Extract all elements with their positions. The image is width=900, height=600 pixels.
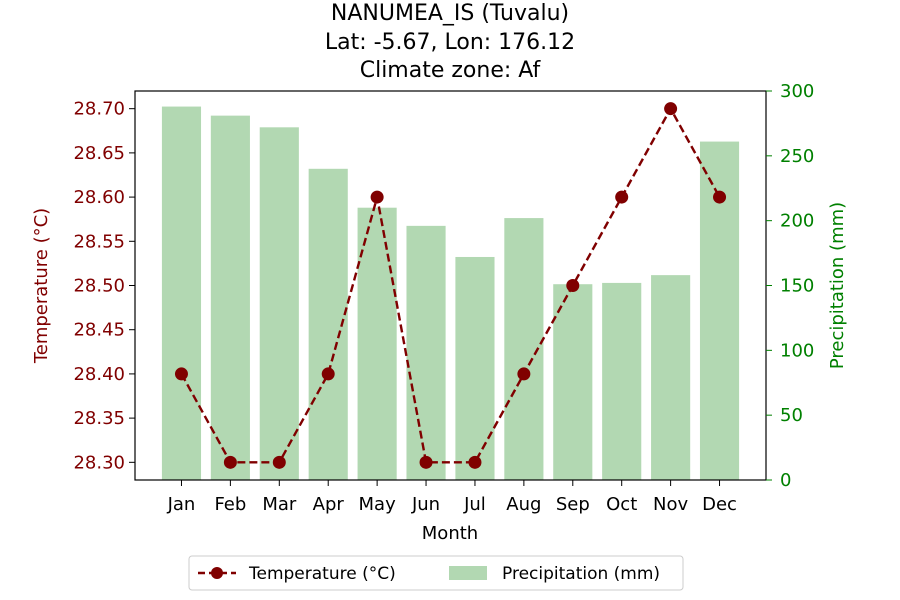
precipitation-bar-feb — [210, 115, 250, 481]
legend-box — [188, 555, 684, 591]
left-tick-label: 28.60 — [73, 187, 125, 208]
right-tick-label: 200 — [780, 211, 814, 232]
x-tick-label: Jan — [167, 494, 196, 515]
left-tick-label: 28.50 — [73, 276, 125, 297]
x-tick-label: Jul — [463, 494, 486, 515]
precipitation-bars — [161, 106, 740, 481]
x-tick-label: Nov — [653, 494, 688, 515]
right-tick-label: 300 — [780, 81, 814, 102]
temperature-line — [174, 102, 727, 469]
precipitation-bar-oct — [602, 282, 642, 480]
precipitation-bar-jan — [161, 106, 202, 480]
legend-entry-temperature: Temperature (°C) — [198, 564, 396, 584]
precipitation-bar-may — [357, 207, 397, 480]
left-y-axis: 28.30 28.35 28.40 28.45 28.50 28.55 28.60 28.65… — [73, 99, 135, 473]
right-y-axis-label: Precipitation (mm) — [827, 202, 848, 369]
left-tick-label: 28.70 — [73, 99, 125, 120]
legend-label-temperature: Temperature (°C) — [248, 564, 396, 584]
x-tick-label: Aug — [506, 494, 541, 515]
legend-marker-swatch — [211, 567, 223, 579]
x-tick-label: Sep — [556, 494, 590, 515]
precipitation-bar-nov — [651, 275, 691, 480]
temperature-series-line — [180, 106, 721, 464]
temperature-point-oct — [615, 190, 629, 204]
precipitation-bar-jul — [455, 256, 495, 480]
temperature-point-apr — [321, 367, 335, 381]
temperature-point-jun — [419, 455, 433, 469]
legend-label-precipitation: Precipitation (mm) — [502, 564, 660, 584]
right-tick-label: 100 — [780, 340, 814, 361]
temperature-point-feb — [223, 455, 237, 469]
right-y-axis: 0 50 100 150 200 250 300 — [766, 81, 814, 491]
x-tick-label: Feb — [214, 494, 246, 515]
x-tick-label: Jun — [411, 494, 440, 515]
temperature-point-sep — [566, 279, 580, 292]
temperature-point-may — [370, 190, 384, 204]
right-tick-label: 50 — [780, 405, 803, 426]
left-y-axis-label: Temperature (°C) — [31, 208, 52, 364]
temperature-point-aug — [517, 367, 531, 381]
right-tick-label: 250 — [780, 146, 814, 167]
right-tick-label: 0 — [780, 470, 791, 491]
chart-title-line-3: Climate zone: Af — [360, 58, 542, 83]
temperature-point-mar — [272, 455, 286, 469]
left-tick-label: 28.30 — [73, 452, 125, 473]
left-tick-label: 28.55 — [73, 231, 125, 252]
left-tick-label: 28.40 — [73, 364, 125, 385]
x-tick-label: May — [359, 494, 397, 515]
chart-title-line-2: Lat: -5.67, Lon: 176.12 — [325, 30, 575, 55]
x-tick-label: Apr — [313, 494, 345, 515]
temperature-point-jan — [174, 367, 188, 381]
temperature-point-dec — [713, 190, 727, 204]
legend-entry-precipitation: Precipitation (mm) — [449, 564, 660, 584]
legend-bar-swatch — [449, 566, 487, 580]
temperature-point-nov — [664, 102, 678, 116]
chart-title-line-1: NANUMEA_IS (Tuvalu) — [331, 1, 569, 26]
chart-title: NANUMEA_IS (Tuvalu) Lat: -5.67, Lon: 176… — [325, 1, 575, 83]
x-tick-label: Oct — [606, 494, 637, 515]
x-axis: Jan Feb Mar Apr May Jun Jul Aug Sep Oct Nov Dec — [167, 480, 737, 515]
right-tick-label: 150 — [780, 276, 814, 297]
x-axis-label: Month — [422, 523, 478, 544]
precipitation-bar-mar — [259, 127, 299, 480]
precipitation-bar-jun — [406, 225, 446, 480]
x-tick-label: Dec — [702, 494, 737, 515]
precipitation-bar-sep — [553, 284, 593, 480]
x-tick-label: Mar — [262, 494, 297, 515]
left-tick-label: 28.45 — [73, 320, 125, 341]
temperature-point-jul — [468, 455, 482, 469]
left-tick-label: 28.65 — [73, 143, 125, 164]
left-tick-label: 28.35 — [73, 408, 125, 429]
legend: Temperature (°C) Precipitation (mm) — [188, 555, 684, 591]
